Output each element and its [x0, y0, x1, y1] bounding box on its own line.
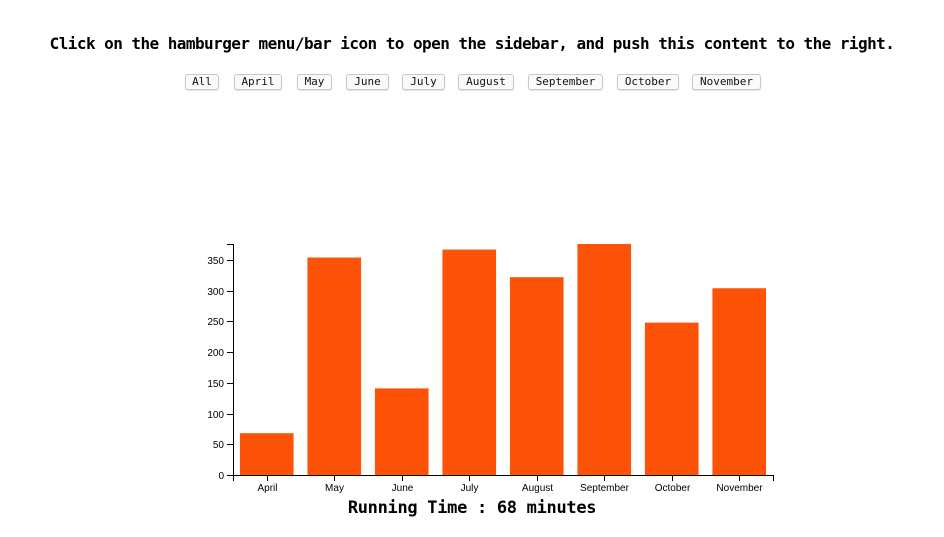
instruction-text: Click on the hamburger menu/bar icon to … — [49, 34, 895, 53]
filter-button-september[interactable]: September — [528, 74, 603, 90]
bar-october — [644, 322, 699, 475]
filter-button-august[interactable]: August — [458, 74, 514, 90]
y-axis-line — [227, 244, 234, 476]
bar-september — [577, 244, 632, 475]
filter-button-may[interactable]: May — [297, 74, 332, 90]
bar-november — [712, 288, 767, 475]
x-tick-label-may: May — [325, 483, 344, 494]
filter-button-all[interactable]: All — [185, 74, 219, 90]
filter-button-june[interactable]: June — [346, 74, 389, 90]
filter-button-july[interactable]: July — [402, 74, 445, 90]
y-tick-label-200: 200 — [207, 348, 224, 359]
running-time-label: Running Time : 68 minutes — [347, 498, 597, 518]
bar-may — [307, 257, 362, 475]
y-tick-label-150: 150 — [207, 379, 224, 390]
month-filter-bar: All April May June July August September… — [0, 74, 944, 92]
x-tick-label-june: June — [392, 483, 414, 494]
y-tick-label-0: 0 — [218, 471, 224, 482]
x-tick-label-october: October — [655, 483, 691, 494]
x-tick-label-september: September — [580, 483, 630, 494]
filter-button-october[interactable]: October — [617, 74, 679, 90]
x-tick-label-july: July — [461, 483, 479, 494]
bar-june — [374, 388, 429, 476]
bar-july — [442, 249, 497, 475]
y-tick-label-350: 350 — [207, 256, 224, 267]
bar-april — [239, 433, 294, 475]
bar-august — [509, 277, 564, 475]
filter-button-november[interactable]: November — [692, 74, 761, 90]
x-axis-line — [233, 475, 774, 481]
y-tick-label-100: 100 — [207, 410, 224, 421]
y-tick-label-300: 300 — [207, 287, 224, 298]
y-tick-label-50: 50 — [213, 440, 225, 451]
x-tick-label-april: April — [257, 483, 277, 494]
x-tick-label-november: November — [716, 483, 763, 494]
x-tick-label-august: August — [522, 483, 553, 494]
filter-button-april[interactable]: April — [234, 74, 282, 90]
y-tick-label-250: 250 — [207, 317, 224, 328]
